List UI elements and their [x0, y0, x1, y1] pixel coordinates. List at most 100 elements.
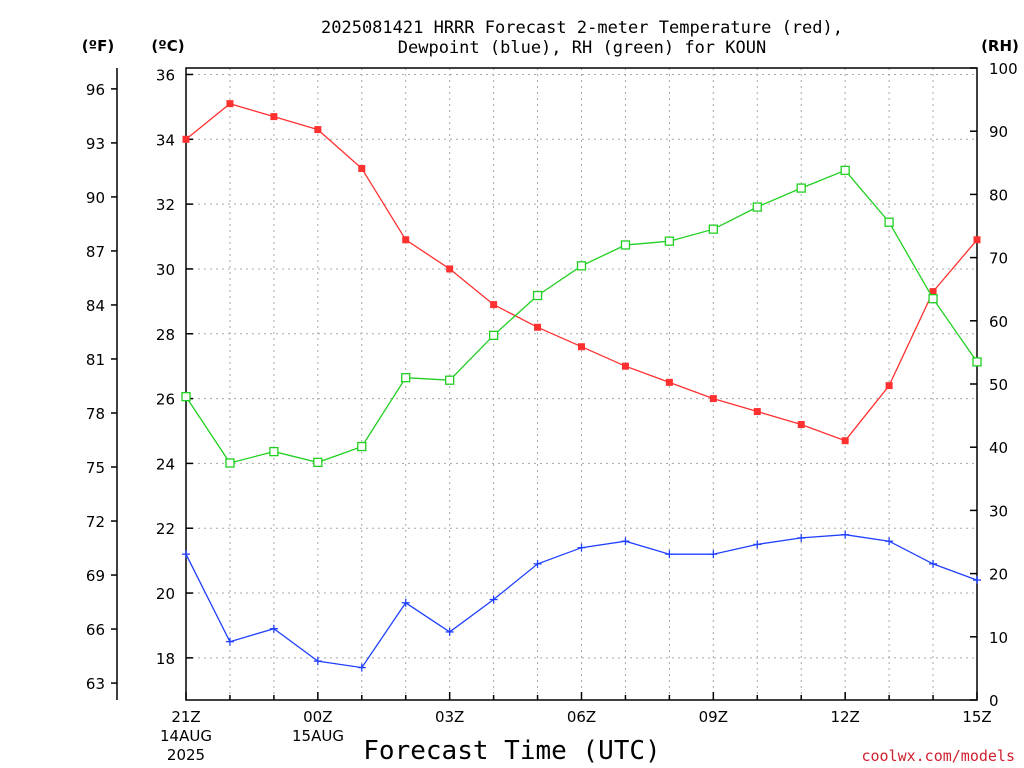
- start-date-year-label: 2025: [167, 746, 205, 764]
- start-date-day-label: 14AUG: [160, 727, 212, 745]
- temperature-point: [402, 236, 410, 244]
- rh-line: [185, 169, 978, 464]
- temperature-point: [841, 437, 849, 445]
- rh-tick-label: 10: [989, 629, 1008, 647]
- rh-tick-label: 60: [989, 313, 1008, 331]
- axes: [111, 67, 978, 701]
- plot-frame: [185, 67, 978, 701]
- x-tick-label: 15Z: [962, 708, 991, 726]
- dewpoint-point: [753, 540, 762, 549]
- temperature-point: [270, 113, 278, 121]
- temperature-point: [534, 323, 542, 331]
- rh-point: [928, 294, 938, 304]
- chart-title-line-1: 2025081421 HRRR Forecast 2-meter Tempera…: [321, 18, 843, 38]
- temperature-point: [929, 288, 937, 296]
- dewpoint-point: [357, 663, 366, 672]
- rh-point: [225, 458, 235, 468]
- rh-point: [576, 261, 587, 271]
- rh-tick-label: 70: [989, 250, 1008, 268]
- rh-point: [972, 357, 982, 367]
- x-tick-label: 09Z: [699, 708, 728, 726]
- temperature-point: [358, 164, 366, 172]
- x-tick-label: 06Z: [567, 708, 596, 726]
- rh-tick-label: 40: [989, 439, 1008, 457]
- rh-point: [752, 202, 762, 212]
- rh-point: [488, 330, 499, 340]
- rh-unit-label: (RH): [981, 37, 1019, 55]
- temperature-point: [621, 362, 629, 370]
- rh-point: [884, 217, 894, 227]
- rh-point: [269, 446, 279, 457]
- celsius-tick-label: 28: [156, 326, 175, 344]
- temperature-point: [753, 408, 761, 416]
- fahrenheit-tick-label: 75: [86, 459, 105, 477]
- fahrenheit-tick-label: 66: [86, 621, 105, 639]
- celsius-tick-label: 34: [156, 131, 175, 149]
- dewpoint-point: [797, 533, 806, 542]
- dewpoint-point: [533, 559, 542, 568]
- rh-tick-label: 50: [989, 376, 1008, 394]
- rh-tick-label: 0: [989, 692, 999, 710]
- celsius-tick-label: 32: [156, 196, 175, 214]
- rh-point: [796, 183, 806, 193]
- rh-point: [532, 290, 543, 301]
- grid-lines: [186, 68, 977, 700]
- celsius-tick-label: 24: [156, 455, 175, 473]
- dewpoint-point: [929, 559, 938, 568]
- celsius-tick-label: 26: [156, 391, 175, 409]
- temperature-point: [226, 100, 234, 108]
- chart-title-line-2: Dewpoint (blue), RH (green) for KOUN: [398, 38, 766, 58]
- rh-tick-label: 100: [989, 60, 1018, 78]
- fahrenheit-tick-label: 84: [86, 297, 105, 315]
- x-tick-label: 03Z: [435, 708, 464, 726]
- rh-point: [708, 224, 718, 234]
- x-tick-label: 21Z: [171, 708, 200, 726]
- dewpoint-point: [621, 537, 630, 546]
- dewpoint-point: [445, 627, 454, 636]
- fahrenheit-unit-label: (ºF): [82, 37, 114, 55]
- dewpoint-point: [973, 576, 981, 585]
- dewpoint-point: [269, 624, 278, 633]
- temperature-point: [578, 343, 585, 351]
- x-tick-label: 00Z: [303, 708, 332, 726]
- rh-tick-label: 30: [989, 502, 1008, 520]
- dewpoint-point: [489, 595, 498, 604]
- dewpoint-point: [665, 550, 674, 559]
- rh-point: [664, 236, 675, 246]
- fahrenheit-tick-label: 69: [86, 567, 105, 585]
- celsius-unit-label: (ºC): [151, 37, 184, 55]
- celsius-tick-label: 36: [156, 66, 175, 84]
- fahrenheit-tick-label: 93: [86, 135, 105, 153]
- dewpoint-point: [885, 537, 894, 546]
- rh-tick-label: 20: [989, 566, 1008, 584]
- dewpoint-point: [841, 530, 850, 539]
- credit-link[interactable]: coolwx.com/models: [861, 747, 1015, 765]
- dewpoint-point: [313, 657, 322, 666]
- fahrenheit-tick-label: 78: [86, 405, 105, 423]
- temperature-point: [665, 378, 673, 386]
- fahrenheit-tick-label: 87: [86, 243, 105, 261]
- celsius-tick-label: 22: [156, 520, 175, 538]
- temperature-point: [446, 265, 454, 273]
- fahrenheit-tick-label: 81: [86, 351, 105, 369]
- celsius-tick-label: 30: [156, 261, 175, 279]
- x-axis-title: Forecast Time (UTC): [363, 736, 660, 766]
- temperature-point: [709, 395, 717, 403]
- temperature-point: [490, 301, 498, 309]
- celsius-tick-label: 20: [156, 585, 175, 603]
- fahrenheit-tick-label: 63: [86, 675, 105, 693]
- rh-point: [313, 457, 323, 468]
- temperature-point: [973, 236, 981, 244]
- fahrenheit-tick-label: 96: [86, 81, 105, 99]
- tick-labels: 63 66 69 72 75 78 81 84 87 90 93 96 18 20 22 24 26 28 30 32…: [86, 60, 1018, 726]
- rh-tick-label: 80: [989, 186, 1008, 204]
- data-series: [181, 100, 982, 672]
- x-tick-label: 12Z: [830, 708, 859, 726]
- celsius-tick-label: 18: [156, 650, 175, 668]
- rh-point: [181, 391, 191, 402]
- rh-point: [620, 240, 631, 250]
- midnight-date-label: 15AUG: [292, 727, 344, 745]
- rh-point: [445, 375, 455, 385]
- dewpoint-point: [182, 550, 190, 559]
